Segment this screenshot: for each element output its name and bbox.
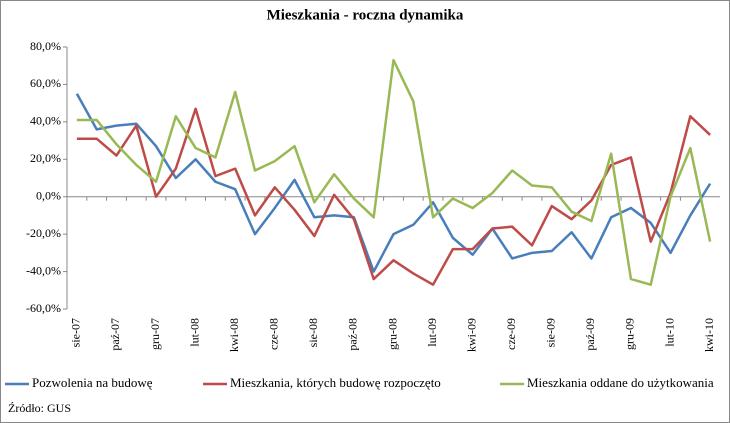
x-tick-label: kwi-10	[702, 318, 716, 352]
series-line	[75, 93, 712, 273]
x-tick-label: cze-08	[267, 318, 281, 350]
x-tick-label: paź-09	[583, 318, 597, 351]
source-note: Źródło: GUS	[8, 401, 71, 415]
x-tick-label: kwi-09	[464, 318, 478, 352]
x-tick-label: sie-09	[544, 318, 558, 347]
x-tick-label: gru-09	[623, 318, 637, 350]
chart-title: Mieszkania - roczna dynamika	[267, 7, 464, 23]
x-tick-label: kwi-08	[227, 318, 241, 352]
x-tick-label: cze-09	[504, 318, 518, 350]
y-tick-label: 60,0%	[30, 76, 61, 90]
legend-label: Mieszkania oddane do użytkowania	[527, 375, 714, 390]
x-tick-label: sie-08	[306, 318, 320, 347]
y-tick-label: -20,0%	[26, 226, 61, 240]
x-tick-label: lut-08	[187, 318, 201, 347]
y-tick-label: 0,0%	[36, 188, 61, 202]
y-tick-label: -40,0%	[26, 263, 61, 277]
legend-label: Mieszkania, których budowę rozpoczęto	[230, 375, 441, 390]
x-tick-label: gru-08	[385, 318, 399, 350]
x-tick-label: paź-07	[108, 318, 122, 351]
y-tick-label: -60,0%	[26, 301, 61, 315]
y-tick-label: 40,0%	[30, 114, 61, 128]
y-tick-label: 80,0%	[30, 39, 61, 53]
x-tick-label: lut-10	[662, 318, 676, 347]
x-tick-label: sie-07	[69, 318, 83, 347]
legend-label: Pozwolenia na budowę	[32, 375, 153, 390]
x-tick-label: paź-08	[346, 318, 360, 351]
series-line	[76, 58, 712, 286]
y-tick-label: 20,0%	[30, 151, 61, 165]
x-tick-label: lut-09	[425, 318, 439, 347]
x-tick-label: gru-07	[148, 318, 162, 350]
